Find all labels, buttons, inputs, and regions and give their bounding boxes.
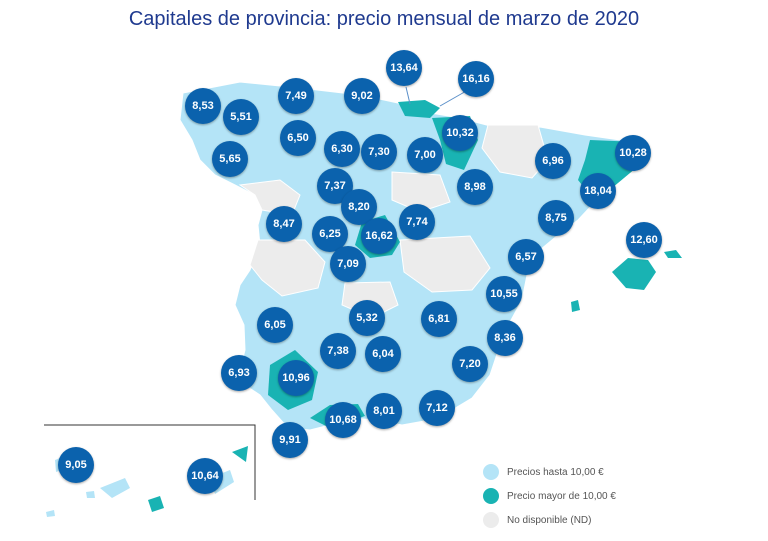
island-menorca (664, 250, 682, 258)
island-hierro (46, 510, 55, 517)
price-bubble: 6,30 (324, 131, 360, 167)
nd-region-caceres (249, 239, 326, 297)
price-bubble: 9,91 (272, 422, 308, 458)
price-bubble: 8,01 (366, 393, 402, 429)
legend-label-low: Precios hasta 10,00 € (507, 466, 604, 478)
nd-region-burgos (391, 171, 451, 213)
price-bubble: 10,55 (486, 276, 522, 312)
map-title: Capitales de provincia: precio mensual d… (128, 8, 640, 30)
legend-swatch-low (483, 464, 499, 480)
price-bubble: 10,28 (615, 135, 651, 171)
legend-label-high: Precio mayor de 10,00 € (507, 490, 616, 502)
price-bubble: 12,60 (626, 222, 662, 258)
price-bubble: 5,65 (212, 141, 248, 177)
price-bubble: 9,05 (58, 447, 94, 483)
island-mallorca (612, 258, 656, 290)
legend-swatch-nd (483, 512, 499, 528)
price-bubble: 6,57 (508, 239, 544, 275)
price-bubble: 8,75 (538, 200, 574, 236)
price-bubble: 9,02 (344, 78, 380, 114)
price-bubble: 8,53 (185, 88, 221, 124)
price-bubble: 7,00 (407, 137, 443, 173)
price-bubble: 6,81 (421, 301, 457, 337)
price-bubble: 10,68 (325, 402, 361, 438)
island-tenerife (100, 478, 130, 498)
high-region-vizcaya (398, 100, 440, 118)
price-bubble: 10,96 (278, 360, 314, 396)
legend-item-nd: No disponible (ND) (483, 508, 616, 532)
leader-line-bilbao (405, 86, 411, 105)
price-bubble: 13,64 (386, 50, 422, 86)
price-bubble: 7,38 (320, 333, 356, 369)
island-gomera (86, 491, 95, 498)
nd-region-huesca (481, 124, 549, 179)
legend-item-high: Precio mayor de 10,00 € (483, 484, 616, 508)
island-lanzarote (232, 446, 248, 462)
price-bubble: 8,47 (266, 206, 302, 242)
legend-item-low: Precios hasta 10,00 € (483, 460, 616, 484)
canary-inset-border (44, 424, 256, 500)
price-bubble: 7,09 (330, 246, 366, 282)
price-bubble: 7,49 (278, 78, 314, 114)
price-bubble: 18,04 (580, 173, 616, 209)
map-legend: Precios hasta 10,00 € Precio mayor de 10… (483, 460, 616, 532)
price-bubble: 6,50 (280, 120, 316, 156)
price-bubble: 7,20 (452, 346, 488, 382)
price-bubble: 10,32 (442, 115, 478, 151)
price-bubble: 16,62 (361, 218, 397, 254)
island-ibiza (571, 300, 580, 312)
price-bubble: 10,64 (187, 458, 223, 494)
island-gran-canaria (148, 496, 164, 512)
price-bubble: 7,12 (419, 390, 455, 426)
legend-swatch-high (483, 488, 499, 504)
legend-label-nd: No disponible (ND) (507, 514, 592, 526)
price-bubble: 6,05 (257, 307, 293, 343)
price-bubble: 7,30 (361, 134, 397, 170)
nd-region-teruel (399, 235, 491, 293)
price-bubble: 8,98 (457, 169, 493, 205)
price-bubble: 8,36 (487, 320, 523, 356)
price-bubble: 5,51 (223, 99, 259, 135)
price-bubble: 6,04 (365, 336, 401, 372)
price-bubble: 5,32 (349, 300, 385, 336)
price-bubble: 16,16 (458, 61, 494, 97)
price-bubble: 7,74 (399, 204, 435, 240)
price-bubble: 6,93 (221, 355, 257, 391)
price-bubble: 6,96 (535, 143, 571, 179)
